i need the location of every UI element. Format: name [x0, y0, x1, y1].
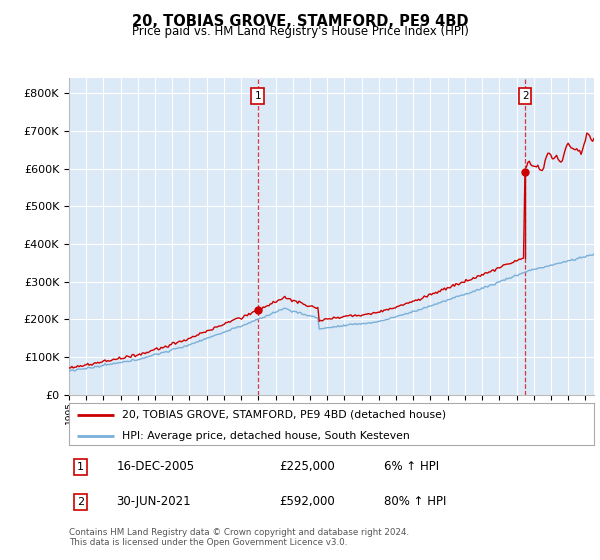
Text: Price paid vs. HM Land Registry's House Price Index (HPI): Price paid vs. HM Land Registry's House … — [131, 25, 469, 38]
Text: 20, TOBIAS GROVE, STAMFORD, PE9 4BD: 20, TOBIAS GROVE, STAMFORD, PE9 4BD — [132, 14, 468, 29]
Text: 1: 1 — [254, 91, 261, 101]
Text: 30-JUN-2021: 30-JUN-2021 — [116, 495, 191, 508]
Text: HPI: Average price, detached house, South Kesteven: HPI: Average price, detached house, Sout… — [121, 431, 409, 441]
Text: Contains HM Land Registry data © Crown copyright and database right 2024.
This d: Contains HM Land Registry data © Crown c… — [69, 528, 409, 547]
Text: 16-DEC-2005: 16-DEC-2005 — [116, 460, 194, 473]
Text: £225,000: £225,000 — [279, 460, 335, 473]
Text: 80% ↑ HPI: 80% ↑ HPI — [384, 495, 446, 508]
Text: 2: 2 — [77, 497, 84, 507]
Text: 1: 1 — [77, 462, 84, 472]
Text: 6% ↑ HPI: 6% ↑ HPI — [384, 460, 439, 473]
Text: 20, TOBIAS GROVE, STAMFORD, PE9 4BD (detached house): 20, TOBIAS GROVE, STAMFORD, PE9 4BD (det… — [121, 409, 446, 419]
Text: £592,000: £592,000 — [279, 495, 335, 508]
Text: 2: 2 — [522, 91, 529, 101]
